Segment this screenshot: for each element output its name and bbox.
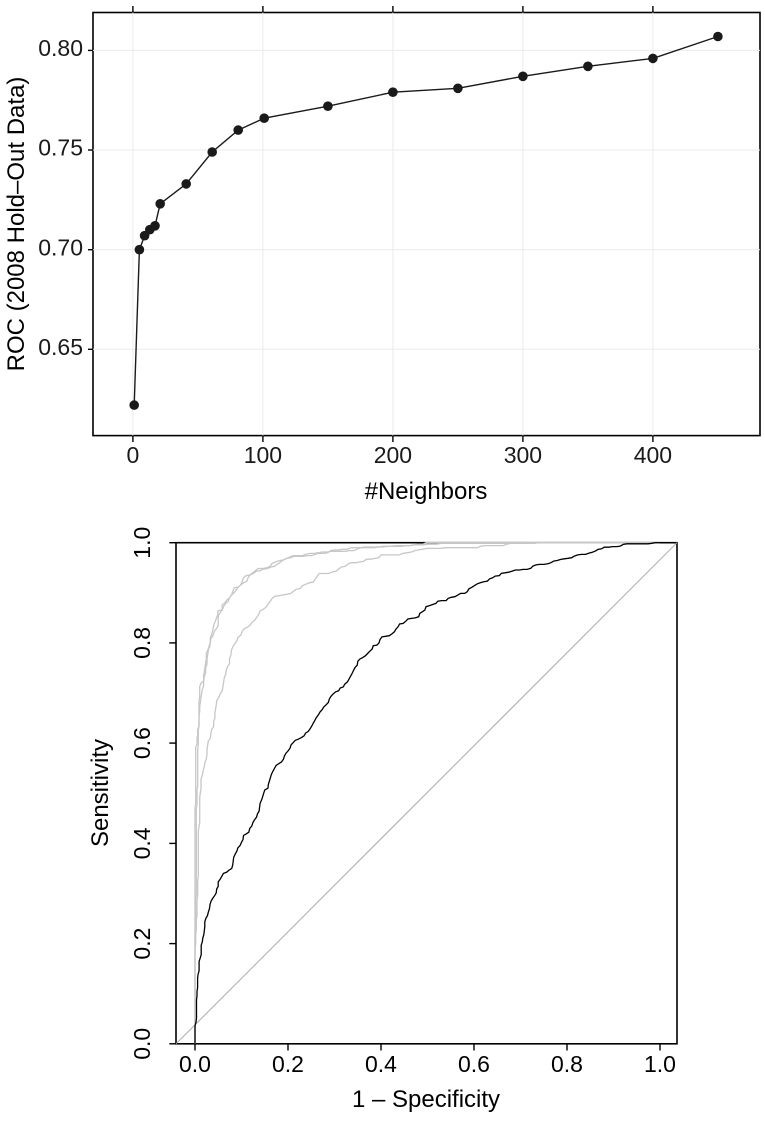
svg-text:0.6: 0.6 <box>129 727 155 759</box>
svg-text:0.8: 0.8 <box>551 1051 583 1077</box>
svg-text:1 – Specificity: 1 – Specificity <box>352 1086 500 1113</box>
svg-text:200: 200 <box>374 442 412 468</box>
svg-text:0.0: 0.0 <box>129 1028 155 1060</box>
svg-text:ROC (2008 Hold–Out Data): ROC (2008 Hold–Out Data) <box>3 77 30 372</box>
svg-text:300: 300 <box>504 442 542 468</box>
svg-text:0.2: 0.2 <box>129 928 155 960</box>
svg-text:0.70: 0.70 <box>38 234 83 260</box>
svg-text:0.4: 0.4 <box>129 827 155 859</box>
svg-text:0.65: 0.65 <box>38 334 83 360</box>
svg-text:0.8: 0.8 <box>129 627 155 659</box>
svg-text:0.6: 0.6 <box>458 1051 490 1077</box>
svg-text:0.2: 0.2 <box>272 1051 304 1077</box>
svg-text:100: 100 <box>244 442 282 468</box>
svg-text:Sensitivity: Sensitivity <box>87 739 114 847</box>
svg-text:0.4: 0.4 <box>365 1051 397 1077</box>
svg-text:0.75: 0.75 <box>38 135 83 161</box>
svg-text:400: 400 <box>634 442 672 468</box>
svg-text:0: 0 <box>127 442 140 468</box>
svg-text:1.0: 1.0 <box>644 1051 676 1077</box>
svg-text:0.0: 0.0 <box>179 1051 211 1077</box>
svg-text:0.80: 0.80 <box>38 35 83 61</box>
svg-text:#Neighbors: #Neighbors <box>365 478 488 505</box>
svg-text:1.0: 1.0 <box>129 527 155 559</box>
